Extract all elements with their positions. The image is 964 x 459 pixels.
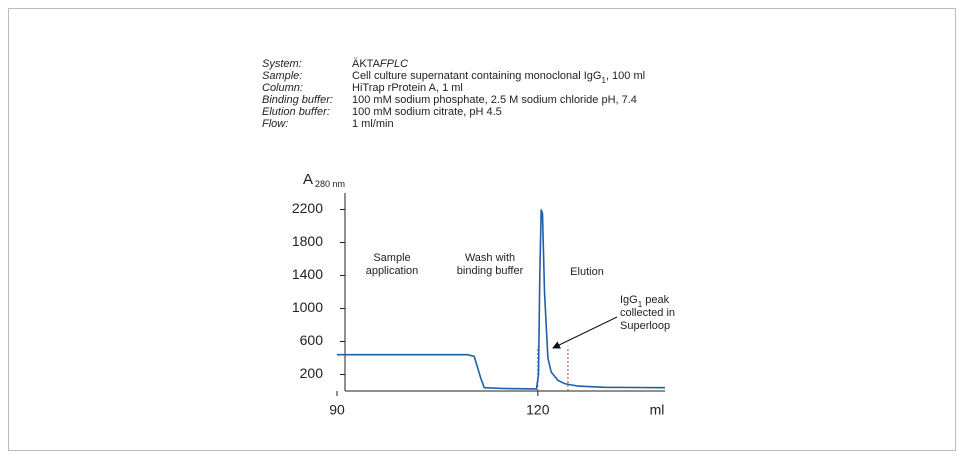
info-value-part: HiTrap rProtein A, 1 ml xyxy=(352,82,463,94)
info-value-part: ÄKTA xyxy=(352,58,381,70)
annotation: binding buffer xyxy=(457,265,524,277)
info-value-part: 1 ml/min xyxy=(352,118,394,130)
info-label: System: xyxy=(262,58,302,70)
annotation: Wash with xyxy=(465,252,515,264)
arrow xyxy=(552,316,618,349)
info-value-part: Cell culture supernatant containing mono… xyxy=(352,70,601,82)
info-value-part: 1 xyxy=(601,76,606,85)
annotation: IgG1 peak xyxy=(620,294,670,309)
annotation: Elution xyxy=(570,266,604,278)
info-label: Sample: xyxy=(262,70,302,82)
annotation-part: Superloop xyxy=(620,320,670,332)
annotation: Superloop xyxy=(620,320,670,332)
annotation-part: IgG xyxy=(620,294,638,306)
annotation-part: 1 xyxy=(638,300,643,309)
info-value: 100 mM sodium citrate, pH 4.5 xyxy=(352,106,502,118)
info-value-part: 100 mM sodium phosphate, 2.5 M sodium ch… xyxy=(352,94,637,106)
y-axis-label-sub: 280 nm xyxy=(315,179,345,189)
y-tick-label: 2200 xyxy=(292,200,323,216)
annotation: application xyxy=(366,265,419,277)
info-value: ÄKTAFPLC xyxy=(352,58,408,70)
info-value: Cell culture supernatant containing mono… xyxy=(352,70,645,85)
y-tick-label: 1400 xyxy=(292,266,323,282)
y-axis-label-main: A xyxy=(303,171,313,188)
info-label: Elution buffer: xyxy=(262,106,330,118)
annotation: Sample xyxy=(373,252,410,264)
info-value-part: 100 mM sodium citrate, pH 4.5 xyxy=(352,106,502,118)
info-label: Column: xyxy=(262,82,303,94)
x-tick-label: 120 xyxy=(526,402,550,418)
y-axis-label: A 280 nm xyxy=(303,171,345,189)
annotation: collected in xyxy=(620,307,675,319)
chromatogram-line xyxy=(337,209,666,390)
x-axis-label: ml xyxy=(650,402,665,418)
info-value: HiTrap rProtein A, 1 ml xyxy=(352,82,463,94)
y-tick-label: 600 xyxy=(300,332,324,348)
info-label: Binding buffer: xyxy=(262,94,333,106)
annotation-part: peak xyxy=(642,294,669,306)
y-tick-label: 200 xyxy=(300,365,324,381)
x-tick-label: 90 xyxy=(329,402,345,418)
frame xyxy=(8,8,956,451)
info-value-part: FPLC xyxy=(380,58,408,70)
annotation-part: collected in xyxy=(620,307,675,319)
info-value: 100 mM sodium phosphate, 2.5 M sodium ch… xyxy=(352,94,637,106)
info-value: 1 ml/min xyxy=(352,118,394,130)
info-value-part: , 100 ml xyxy=(606,70,645,82)
y-tick-label: 1000 xyxy=(292,299,323,315)
y-tick-label: 1800 xyxy=(292,233,323,249)
info-label: Flow: xyxy=(262,118,288,130)
